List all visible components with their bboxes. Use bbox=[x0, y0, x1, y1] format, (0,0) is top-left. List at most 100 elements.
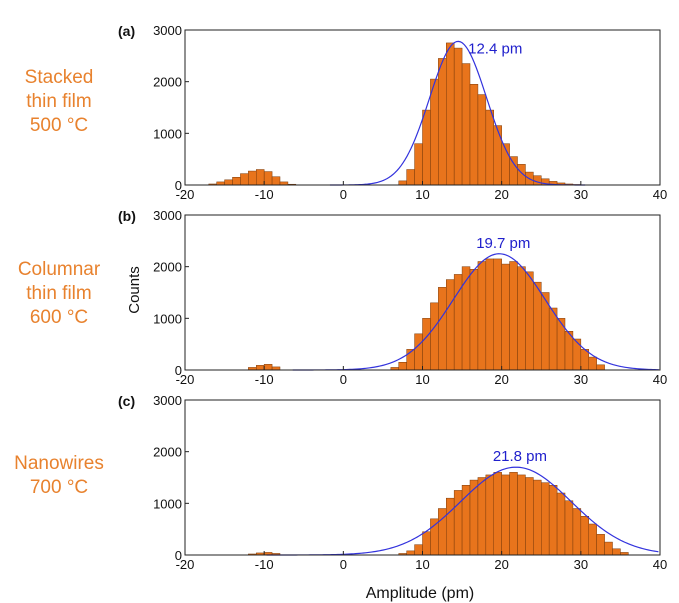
histogram-bar bbox=[461, 63, 471, 186]
x-tick-label: 30 bbox=[574, 372, 588, 387]
y-tick-label: 0 bbox=[175, 548, 182, 563]
histogram-bar bbox=[525, 271, 534, 371]
histogram-bar bbox=[406, 169, 415, 186]
histogram-bar bbox=[493, 472, 502, 556]
histogram-bar bbox=[461, 266, 471, 371]
sample-label-line: Stacked bbox=[24, 67, 94, 88]
histogram-bar bbox=[517, 266, 526, 371]
y-tick-label: 1000 bbox=[153, 311, 182, 326]
sample-label-line: Columnar bbox=[17, 259, 101, 280]
histogram-bar bbox=[240, 173, 249, 186]
histogram-bar bbox=[588, 523, 597, 556]
histogram-bar bbox=[224, 179, 233, 186]
histogram-bar bbox=[556, 492, 566, 556]
histogram-bar bbox=[485, 109, 494, 186]
sample-label-nanowires: Nanowires 700 °C bbox=[0, 452, 118, 500]
x-tick-label: 40 bbox=[653, 557, 667, 572]
histogram-bar bbox=[446, 497, 455, 556]
histogram-bar bbox=[572, 338, 582, 371]
histogram-bar bbox=[548, 307, 558, 371]
histogram-bar bbox=[398, 180, 407, 186]
histogram-bar bbox=[517, 474, 526, 556]
histogram-bar bbox=[256, 169, 265, 186]
x-tick-label: -10 bbox=[255, 372, 274, 387]
histogram-bar bbox=[588, 356, 597, 371]
histogram-bar bbox=[430, 78, 439, 186]
y-tick-label: 1000 bbox=[153, 126, 182, 141]
histogram-bar bbox=[453, 47, 463, 186]
histogram-bar bbox=[438, 58, 447, 186]
x-tick-label: 10 bbox=[415, 187, 429, 202]
fit-width-label: 21.8 pm bbox=[493, 448, 547, 465]
x-tick-label: 10 bbox=[415, 557, 429, 572]
histogram-bar bbox=[263, 171, 273, 186]
histogram-bar bbox=[446, 42, 455, 186]
sample-label-line: thin film bbox=[26, 91, 92, 112]
histogram-bar bbox=[263, 364, 273, 371]
histogram-bar bbox=[548, 485, 558, 556]
fit-width-label: 19.7 pm bbox=[476, 235, 530, 252]
histogram-bar bbox=[564, 500, 574, 556]
x-tick-label: 40 bbox=[653, 372, 667, 387]
x-tick-label: -20 bbox=[176, 187, 195, 202]
histogram-bar bbox=[414, 143, 423, 186]
y-tick-label: 2000 bbox=[153, 445, 182, 460]
x-tick-label: 40 bbox=[653, 187, 667, 202]
histogram-bar bbox=[580, 516, 590, 556]
y-tick-label: 2000 bbox=[153, 75, 182, 90]
histogram-bar bbox=[485, 474, 494, 556]
histogram-bar bbox=[477, 261, 487, 371]
sample-label-stacked-thin-film: Stacked thin film 500 °C bbox=[0, 66, 118, 138]
x-tick-label: 10 bbox=[415, 372, 429, 387]
histogram-bar bbox=[430, 518, 439, 556]
histogram-bar bbox=[493, 125, 502, 186]
histogram-bar bbox=[256, 365, 265, 371]
histogram-bar bbox=[509, 156, 518, 186]
histogram-bar bbox=[469, 84, 479, 186]
x-tick-label: 20 bbox=[494, 187, 508, 202]
histogram-bar bbox=[509, 472, 518, 556]
sample-label-line: 700 °C bbox=[29, 477, 89, 498]
histogram-bar bbox=[422, 109, 431, 186]
sample-label-columnar-thin-film: Columnar thin film 600 °C bbox=[0, 258, 118, 330]
histogram-bar bbox=[533, 479, 542, 556]
sample-label-line: thin film bbox=[26, 283, 92, 304]
histogram-bar bbox=[572, 508, 582, 556]
histogram-bar bbox=[501, 474, 510, 556]
sample-label-line: 500 °C bbox=[29, 115, 89, 136]
histogram-bar bbox=[525, 477, 534, 556]
x-tick-label: 30 bbox=[574, 557, 588, 572]
y-tick-label: 0 bbox=[175, 178, 182, 193]
histogram-bar bbox=[493, 258, 502, 371]
histogram-bar bbox=[232, 177, 241, 186]
x-tick-label: 0 bbox=[340, 187, 347, 202]
histogram-bar bbox=[398, 362, 407, 371]
histogram-bar bbox=[580, 349, 590, 371]
histogram-bar bbox=[509, 261, 518, 371]
x-tick-label: 20 bbox=[494, 557, 508, 572]
y-tick-label: 1000 bbox=[153, 496, 182, 511]
x-tick-label: 0 bbox=[340, 372, 347, 387]
histogram-bar bbox=[446, 279, 455, 371]
panel-label: (a) bbox=[118, 23, 135, 39]
histogram-bar bbox=[422, 318, 431, 371]
panel-label: (c) bbox=[118, 393, 135, 409]
x-tick-label: -10 bbox=[255, 557, 274, 572]
fit-width-label: 12.4 pm bbox=[468, 40, 522, 57]
x-tick-label: 20 bbox=[494, 372, 508, 387]
x-tick-label: -10 bbox=[255, 187, 274, 202]
histogram-bar bbox=[422, 531, 431, 556]
histogram-bar bbox=[596, 364, 605, 371]
histogram-bar bbox=[596, 534, 605, 556]
panel-label: (b) bbox=[118, 208, 136, 224]
histogram-bar bbox=[453, 490, 463, 556]
histogram-bar bbox=[438, 287, 447, 371]
gaussian-fit-curve bbox=[329, 40, 586, 186]
y-tick-label: 0 bbox=[175, 363, 182, 378]
y-tick-label: 3000 bbox=[153, 393, 182, 408]
histogram-bar bbox=[469, 269, 479, 371]
histogram-bar bbox=[414, 544, 423, 556]
y-tick-label: 3000 bbox=[153, 208, 182, 223]
gaussian-fit-curve bbox=[292, 253, 659, 371]
